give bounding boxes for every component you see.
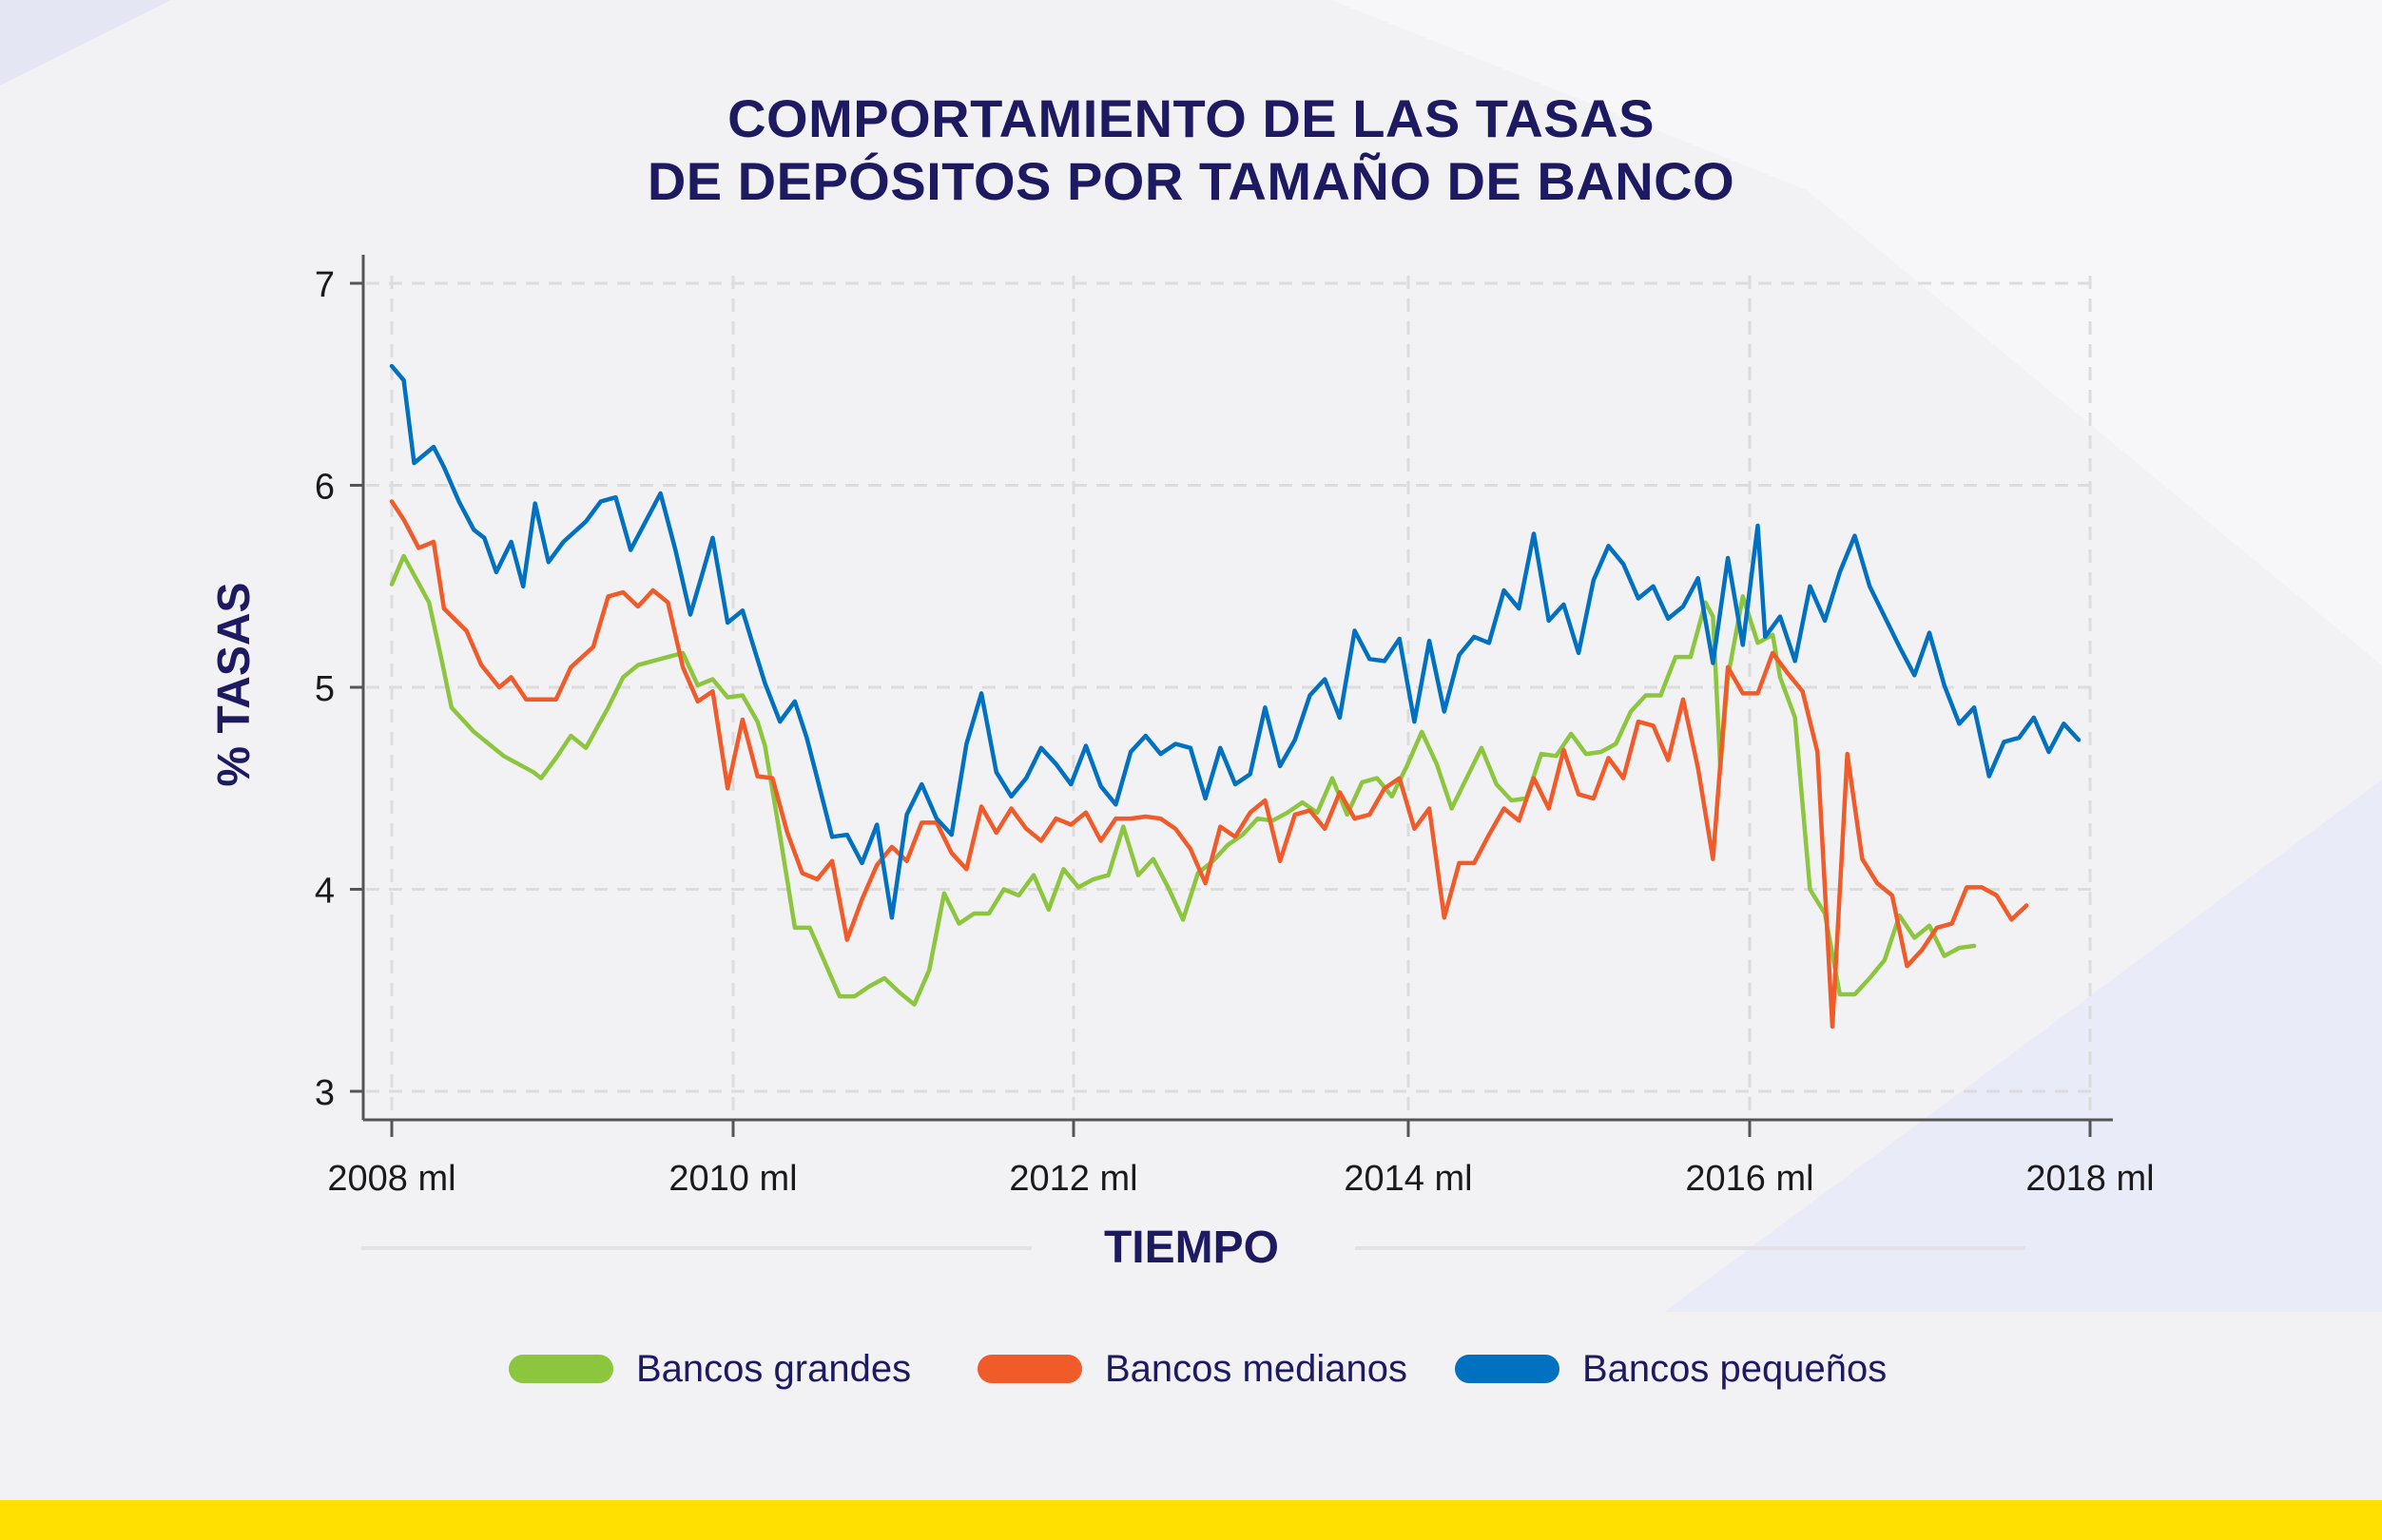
y-tick-label: 5 (315, 669, 335, 709)
x-tick-label: 2012 ml (1009, 1159, 1137, 1199)
bottom-yellow-bar (0, 1500, 2382, 1540)
y-tick-label: 6 (315, 468, 335, 508)
chart-ticks: 3 4 5 6 7 2008 ml 2010 ml 2012 ml 2014 ml 2016 ml… (315, 265, 2155, 1199)
x-tick-label: 2014 ml (1344, 1159, 1472, 1199)
y-tick-label: 3 (315, 1073, 335, 1113)
chart-title: COMPORTAMIENTO DE LAS TASAS DE DEPÓSITOS… (0, 87, 2382, 213)
series-line-bancos-medianos (389, 499, 2029, 1030)
x-tick-label: 2008 ml (327, 1159, 455, 1199)
x-tick-label: 2010 ml (668, 1159, 797, 1199)
legend-label-grandes: Bancos grandes (636, 1347, 912, 1390)
y-axis-label: % TASAS (209, 582, 260, 786)
legend-swatch-pequenos (1455, 1355, 1559, 1383)
chart-series (389, 363, 2082, 1030)
x-tick-label: 2016 ml (1685, 1159, 1813, 1199)
series-line-bancos-grandes (389, 553, 1977, 1007)
legend: Bancos grandes Bancos medianos Bancos pe… (0, 1340, 2382, 1397)
x-tick-label: 2018 ml (2025, 1159, 2154, 1199)
x-axis-label: TIEMPO (1104, 1222, 1279, 1273)
legend-label-pequenos: Bancos pequeños (1582, 1347, 1888, 1390)
chart-title-line-2: DE DEPÓSITOS POR TAMAÑO DE BANCO (647, 151, 1735, 211)
chart-title-line-1: COMPORTAMIENTO DE LAS TASAS (727, 88, 1655, 148)
legend-swatch-medianos (978, 1355, 1082, 1383)
legend-item-grandes: Bancos grandes (509, 1340, 911, 1397)
y-tick-label: 7 (315, 265, 335, 305)
legend-item-medianos: Bancos medianos (978, 1340, 1407, 1397)
legend-label-medianos: Bancos medianos (1105, 1347, 1407, 1390)
series-line-bancos-peque-os (389, 363, 2082, 920)
y-tick-label: 4 (315, 872, 335, 912)
legend-swatch-grandes (509, 1355, 613, 1383)
legend-item-pequenos: Bancos pequeños (1455, 1340, 1887, 1397)
